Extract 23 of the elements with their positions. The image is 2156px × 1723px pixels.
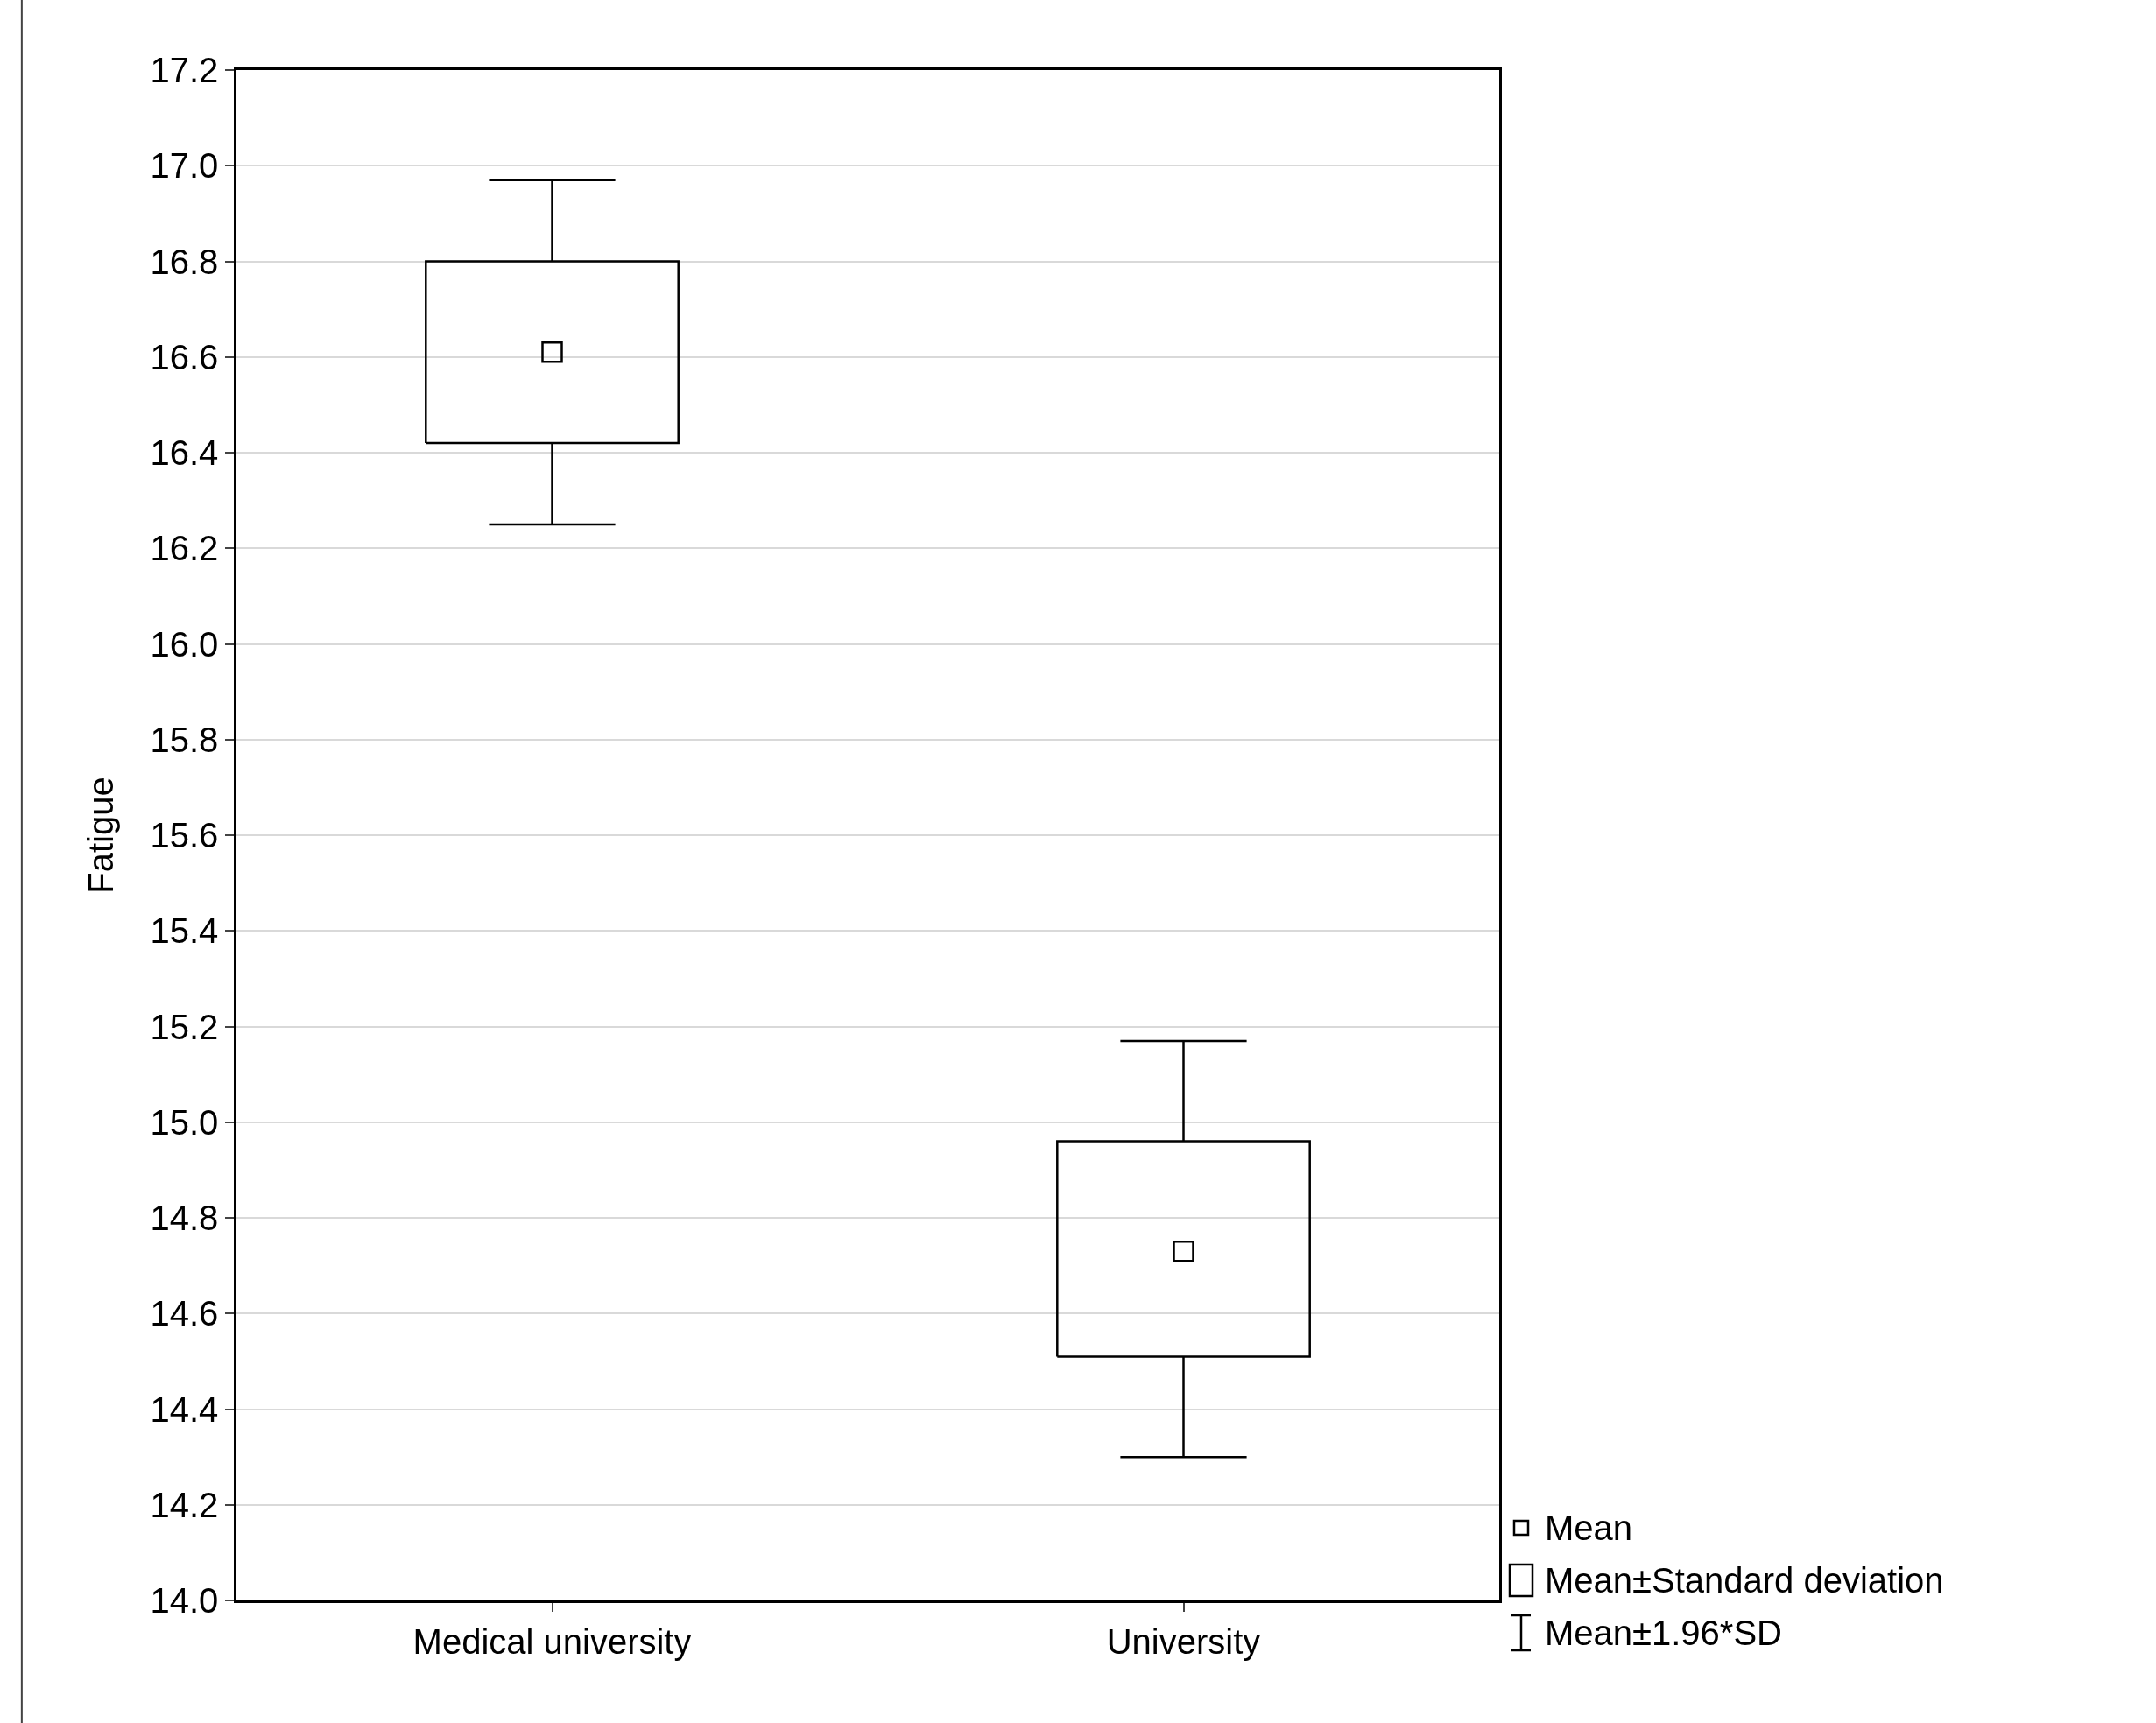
y-tick-label: 14.6 [150, 1294, 219, 1333]
y-tick-label: 16.0 [150, 624, 219, 664]
y-tick-label: 16.8 [150, 242, 219, 281]
y-tick-label: 14.8 [150, 1199, 219, 1237]
text: Mean±1.96*SD [1545, 1613, 1782, 1653]
y-tick-label: 16.2 [150, 529, 219, 568]
y-axis-title: Fatigue [81, 777, 120, 894]
y-tick-label: 15.8 [150, 720, 219, 759]
y-tick-label: 14.4 [150, 1389, 219, 1429]
y-tick-label: 15.0 [150, 1102, 219, 1142]
y-tick-label: 16.6 [150, 337, 219, 376]
y-tick-label: 15.4 [150, 911, 219, 951]
y-tick-label: 17.2 [150, 51, 219, 89]
y-tick-label: 15.6 [150, 816, 219, 854]
x-tick-label: Medical university [412, 1621, 692, 1661]
y-tick-label: 14.2 [150, 1485, 219, 1524]
text: Mean [1545, 1508, 1633, 1548]
y-tick-label: 17.0 [150, 146, 219, 186]
y-tick-label: 15.2 [150, 1007, 219, 1046]
y-tick-label: 16.4 [150, 433, 219, 472]
text: Mean±Standard deviation [1545, 1560, 1944, 1600]
y-tick-label: 14.0 [150, 1581, 219, 1620]
x-tick-label: University [1106, 1621, 1261, 1661]
